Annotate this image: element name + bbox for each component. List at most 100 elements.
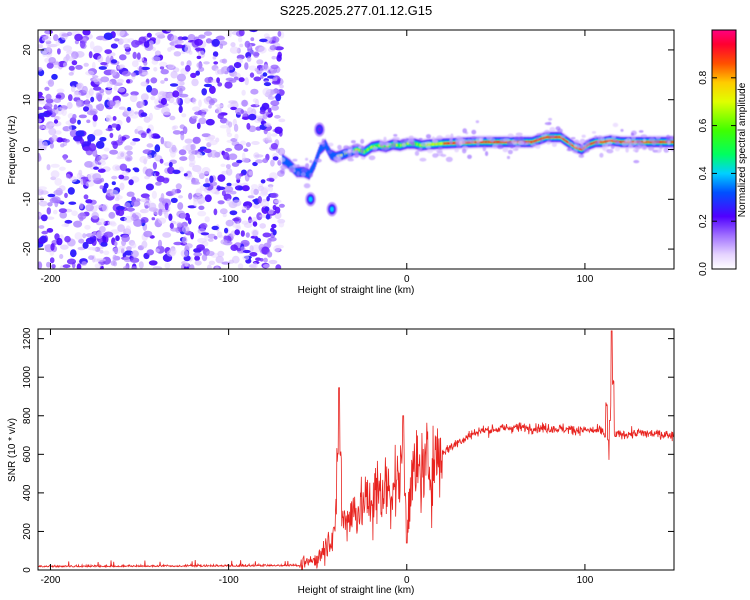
heatmap-noise-cell [262, 158, 269, 164]
spectrogram-xtick-label: 100 [577, 274, 594, 285]
heatmap-noise-cell [217, 200, 225, 205]
heatmap-noise-cell [205, 38, 212, 44]
heatmap-halo-cell [535, 144, 541, 149]
heatmap-noise-cell [136, 125, 143, 132]
heatmap-ridge-core [479, 140, 481, 144]
heatmap-ridge-cell [405, 142, 407, 146]
heatmap-noise-cell [103, 231, 114, 238]
heatmap-noise-cell [140, 100, 145, 108]
heatmap-noise-cell [96, 258, 106, 262]
heatmap-ridge-cell [364, 149, 366, 154]
heatmap-noise-cell [184, 243, 193, 249]
heatmap-noise-cell [198, 34, 206, 39]
heatmap-noise-cell [143, 41, 150, 48]
heatmap-halo-cell [426, 149, 434, 154]
heatmap-noise-cell [93, 86, 102, 91]
heatmap-noise-cell [179, 81, 185, 86]
heatmap-ridge-core [429, 143, 431, 146]
heatmap-noise-cell [102, 256, 111, 265]
heatmap-halo-cell [515, 147, 519, 151]
heatmap-noise-cell [84, 161, 94, 168]
heatmap-noise-cell [67, 124, 72, 132]
heatmap-noise-cell [241, 206, 248, 211]
heatmap-noise-cell [60, 244, 69, 250]
heatmap-ridge-core [557, 135, 559, 139]
heatmap-noise-cell [47, 44, 51, 53]
heatmap-noise-cell [197, 200, 203, 205]
heatmap-noise-cell [273, 76, 278, 82]
heatmap-noise-cell [38, 153, 41, 162]
heatmap-noise-cell [243, 148, 249, 152]
heatmap-halo-cell [360, 148, 364, 154]
heatmap-noise-cell [244, 40, 251, 48]
heatmap-noise-cell [102, 203, 109, 212]
heatmap-noise-cell [210, 149, 218, 158]
heatmap-noise-cell [81, 261, 87, 266]
heatmap-noise-cell [169, 83, 179, 87]
heatmap-noise-cell [159, 61, 168, 67]
heatmap-noise-cell [228, 64, 234, 71]
heatmap-noise-cell [85, 70, 95, 76]
heatmap-noise-cell [234, 133, 239, 140]
heatmap-ridge-core [559, 135, 561, 139]
heatmap-ridge-core [505, 140, 507, 144]
heatmap-noise-cell [198, 66, 205, 72]
heatmap-halo-cell [597, 135, 603, 140]
heatmap-noise-cell [259, 258, 264, 262]
heatmap-halo-cell [625, 147, 629, 153]
heatmap-noise-cell [47, 193, 56, 198]
heatmap-halo-cell [436, 149, 443, 153]
heatmap-ridge-cell [342, 150, 344, 159]
heatmap-halo-cell [431, 136, 435, 141]
heatmap-ridge-core [618, 140, 620, 144]
heatmap-noise-cell [162, 177, 170, 184]
heatmap-noise-cell [249, 245, 254, 253]
heatmap-ridge-core [378, 144, 380, 147]
heatmap-halo-cell [414, 150, 420, 156]
heatmap-noise-cell [105, 56, 111, 65]
heatmap-noise-cell [107, 100, 116, 107]
heatmap-noise-cell [167, 64, 175, 69]
heatmap-halo-cell [305, 163, 310, 169]
colorbar-label: Normalized spectral amplitude [737, 82, 748, 217]
heatmap-ridge-core [432, 142, 434, 146]
heatmap-ridge-core [612, 139, 614, 143]
heatmap-halo-cell [551, 142, 557, 147]
heatmap-ridge-core [565, 139, 567, 143]
heatmap-ridge-core [441, 142, 443, 145]
heatmap-ridge-core [603, 140, 605, 144]
heatmap-ridge-cell [383, 145, 385, 149]
heatmap-noise-cell [248, 171, 254, 176]
heatmap-noise-cell [196, 62, 203, 69]
heatmap-ridge-core [466, 141, 468, 144]
heatmap-noise-cell [208, 238, 214, 242]
heatmap-noise-cell [138, 65, 143, 74]
heatmap-noise-cell [110, 229, 120, 235]
heatmap-noise-cell [38, 261, 43, 269]
heatmap-halo-cell [579, 144, 584, 149]
heatmap-noise-cell [132, 51, 137, 60]
heatmap-noise-cell [70, 249, 77, 258]
heatmap-noise-cell [233, 123, 239, 132]
heatmap-noise-cell [38, 44, 44, 49]
heatmap-noise-cell [182, 126, 188, 135]
heatmap-ridge-core [446, 142, 448, 145]
heatmap-ridge-core [486, 140, 488, 144]
heatmap-noise-cell [114, 197, 120, 202]
heatmap-noise-cell [46, 216, 55, 220]
heatmap-noise-cell [111, 181, 116, 186]
heatmap-ridge-cell [365, 149, 367, 153]
heatmap-noise-cell [134, 111, 139, 115]
heatmap-noise-cell [197, 210, 207, 217]
heatmap-ridge-core [504, 140, 506, 144]
heatmap-noise-cell [167, 47, 172, 52]
heatmap-ridge-core [543, 136, 545, 139]
heatmap-ridge-cell [345, 149, 347, 158]
heatmap-noise-cell [194, 38, 204, 46]
heatmap-noise-cell [172, 130, 182, 135]
heatmap-noise-cell [217, 250, 225, 257]
heatmap-noise-cell [154, 144, 161, 153]
heatmap-noise-cell [199, 146, 207, 150]
heatmap-noise-cell [190, 72, 197, 79]
heatmap-ridge-cell [377, 144, 379, 148]
